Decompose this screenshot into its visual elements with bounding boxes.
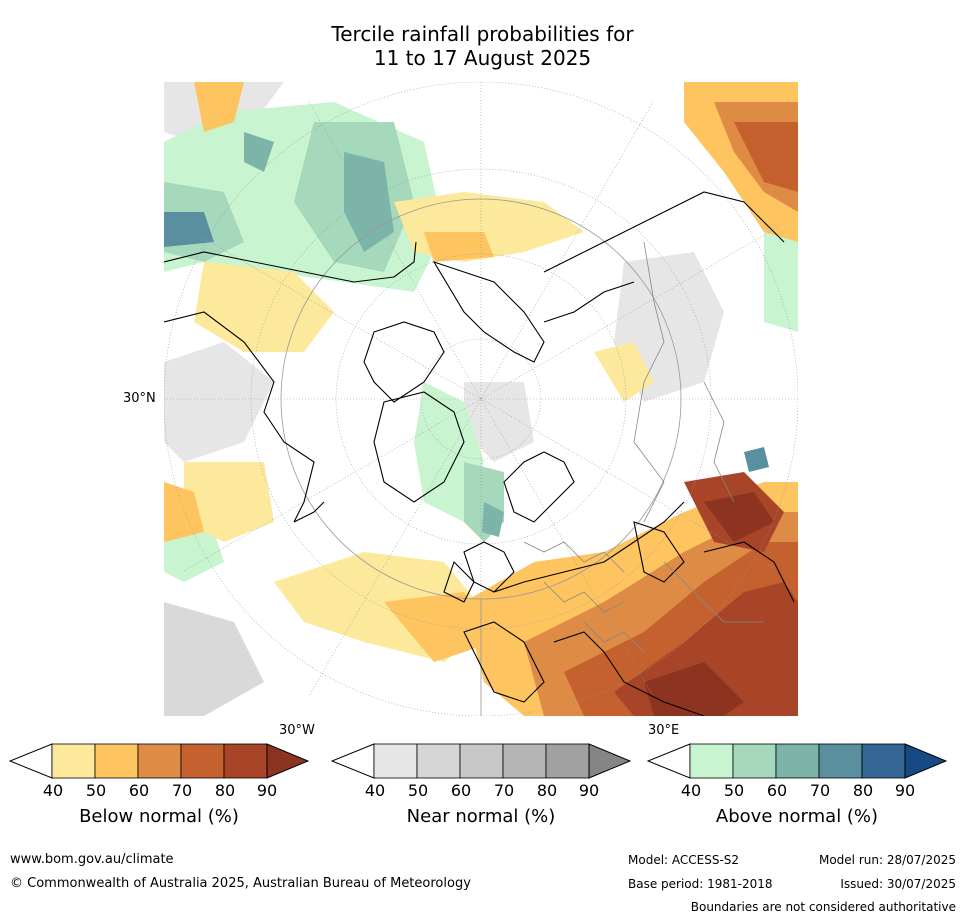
colorbar-above-upper-extend [904,743,947,779]
cb-below-tick: 70 [171,781,193,800]
colorbar-cell [180,743,225,779]
issued-text: Issued: 30/07/2025 [840,877,956,891]
cb-below-tick: 60 [128,781,150,800]
colorbar-cell [775,743,820,779]
base-period-text: Base period: 1981-2018 [628,877,773,891]
map-title-line1: Tercile rainfall probabilities for [331,22,634,46]
colorbar-cell [545,743,590,779]
copyright-text: © Commonwealth of Australia 2025, Austra… [10,876,471,891]
polar-map [164,82,798,716]
cb-near-tick: 40 [364,781,386,800]
cb-below-tick: 90 [256,781,278,800]
colorbar-below-upper-extend [266,743,309,779]
disclaimer-text: Boundaries are not considered authoritat… [690,900,956,914]
cb-above-tick: 50 [723,781,745,800]
colorbar-above-lower-extend [647,743,691,779]
colorbar-cell [732,743,777,779]
colorbar-below-normal [9,743,309,779]
cb-above-tick: 60 [766,781,788,800]
country-borders [523,241,764,653]
colorbar-near-upper-extend [588,743,631,779]
colorbar-cell [502,743,547,779]
cb-near-tick: 60 [450,781,472,800]
graticule-solid [280,198,682,716]
colorbar-cell [137,743,182,779]
colorbar-near-title: Near normal (%) [406,806,556,827]
colorbar-cell [373,743,418,779]
coastlines [164,191,795,716]
cb-below-tick: 50 [85,781,107,800]
colorbar-near-lower-extend [331,743,375,779]
colorbar-above-normal [647,743,947,779]
cb-above-tick: 40 [680,781,702,800]
cb-above-tick: 80 [852,781,874,800]
cb-below-tick: 40 [42,781,64,800]
colorbar-cell [51,743,96,779]
colorbar-cell [223,743,268,779]
colorbar-above-title: Above normal (%) [715,806,879,827]
cb-above-tick: 90 [894,781,916,800]
model-text: Model: ACCESS-S2 [628,853,740,867]
model-run-text: Model run: 28/07/2025 [818,853,956,867]
colorbar-below-title: Below normal (%) [79,806,239,827]
colorbar-cell [416,743,461,779]
cb-near-tick: 70 [493,781,515,800]
cb-below-tick: 80 [214,781,236,800]
cb-near-tick: 50 [407,781,429,800]
lat-label-30n: 30°N [123,391,156,406]
cb-above-tick: 70 [809,781,831,800]
colorbar-cell [861,743,906,779]
colorbar-cell [94,743,139,779]
map-title-line2: 11 to 17 August 2025 [373,46,592,70]
cb-near-tick: 80 [536,781,558,800]
cb-near-tick: 90 [578,781,600,800]
colorbar-cell [818,743,863,779]
website-link[interactable]: www.bom.gov.au/climate [10,852,174,867]
colorbar-cell [459,743,504,779]
probability-shading [164,82,798,716]
colorbar-near-normal [331,743,631,779]
colorbar-below-lower-extend [9,743,53,779]
colorbar-cell [689,743,734,779]
lon-label-30e: 30°E [648,723,680,738]
lon-label-30w: 30°W [279,723,315,738]
